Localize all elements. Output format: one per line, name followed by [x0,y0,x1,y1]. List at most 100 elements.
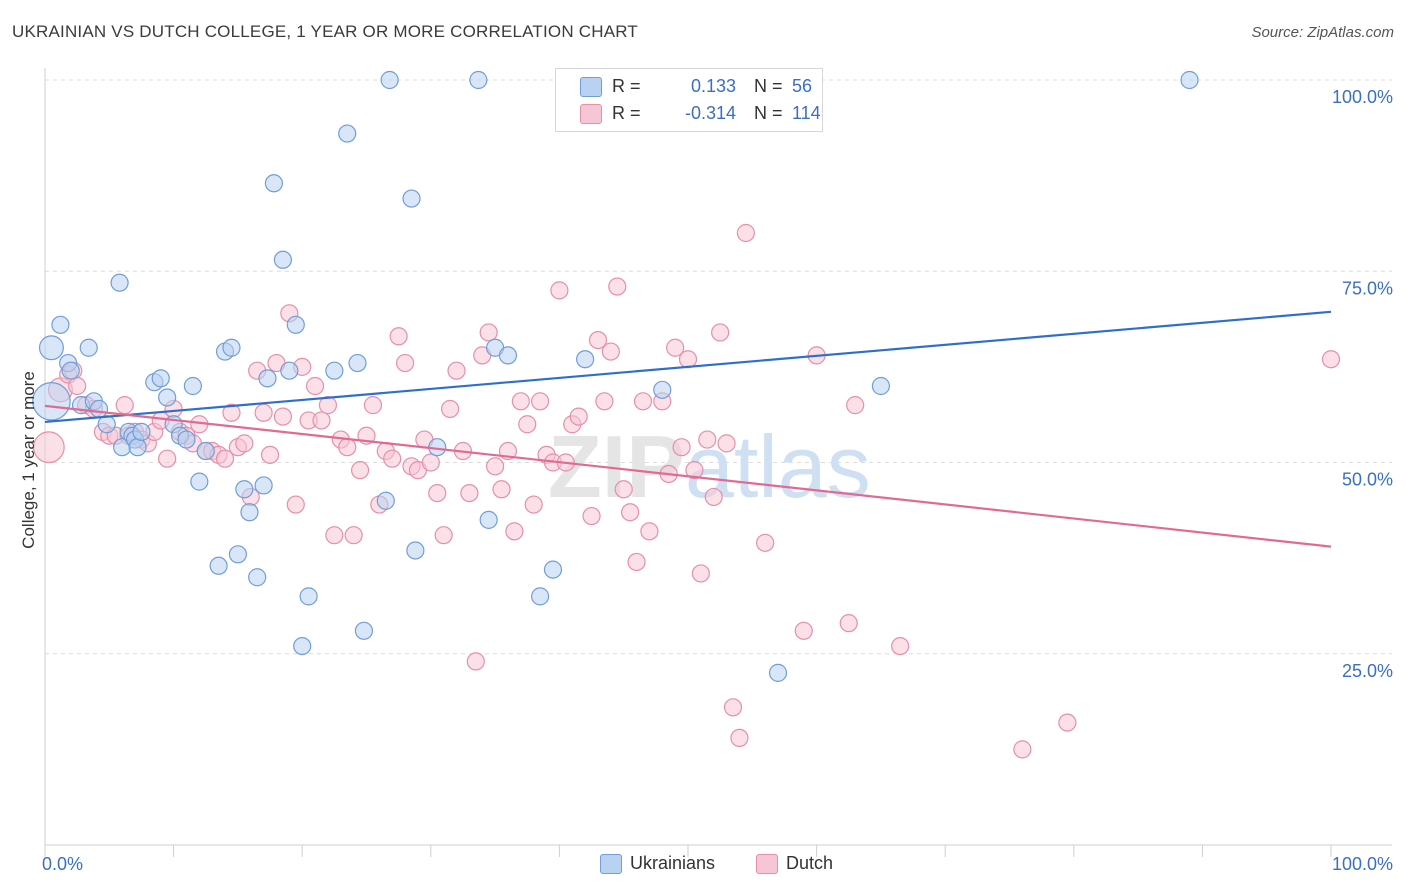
y-tick-label: 100.0% [1332,87,1393,107]
chart-source: Source: ZipAtlas.com [1251,24,1394,41]
legend-swatch-blue [580,77,602,97]
dutch-point [505,522,524,541]
dutch-point [736,223,755,243]
dutch-point [466,652,485,671]
dutch-point [421,453,440,472]
dutch-point [698,430,717,449]
dutch-point [846,396,865,415]
dutch-point [640,522,659,541]
ukrainian-point [222,338,241,357]
ukrainian-point [264,174,284,193]
ukrainian-point [183,376,202,396]
ukrainian-point [469,70,488,90]
dutch-point [518,415,537,434]
dutch-point [338,438,357,457]
ukrainian-point [280,361,299,380]
dutch-point [447,361,466,380]
ukrainian-trend-line [44,310,1332,424]
dutch-point [273,407,293,426]
ukrainian-point [97,415,116,434]
dutch-point [312,411,331,430]
dutch-point [891,636,910,656]
legend-n-label: N = [754,76,783,96]
ukrainian-point [228,545,247,564]
y-tick-labels: 100.0% 75.0% 50.0% 25.0% [1332,87,1393,681]
ukrainian-point [273,250,293,269]
ukrainian-point [158,388,177,407]
dutch-point [68,376,87,396]
ukrainian-point [89,399,109,419]
ukrainian-point [376,491,395,510]
dutch-point [756,533,775,552]
dutch-point [460,484,479,503]
dutch-point [588,331,608,350]
legend-n-label: N = [754,103,783,123]
ukrainian-point [325,361,344,380]
ukrainian-point [531,587,550,606]
dutch-point [531,392,550,411]
legend-r-value: 0.133 [690,76,736,96]
ukrainian-point [38,335,64,361]
dutch-point [440,399,460,419]
ukrainian-point [61,361,80,380]
dutch-point [691,564,710,583]
ukrainian-point [190,472,209,491]
ukrainian-point [380,70,399,90]
ukrainian-point [354,621,374,640]
dutch-point [614,480,633,499]
ukrainian-point [254,476,273,495]
ukrainian-point [177,430,196,449]
correlation-legend: R = 0.133 N = 56 R = -0.314 N = 114 [555,68,823,132]
dutch-point [286,495,305,514]
ukrainian-point [286,315,305,334]
x-tick-labels: 0.0% 100.0% [42,854,1393,874]
dutch-point [305,376,325,396]
legend-swatch-blue [600,854,622,874]
dutch-point [511,392,530,411]
ukrainian-point [209,556,228,575]
ukrainian-point [110,273,129,292]
dutch-point [1321,350,1341,369]
dutch-point [434,526,453,545]
trend-lines [44,310,1332,548]
dutch-point [115,396,134,415]
dutch-point [395,353,415,373]
dutch-point [1013,740,1032,759]
dutch-point [325,526,344,545]
dutch-point [235,434,254,453]
ukrainian-point [258,369,277,388]
ukrainian-point [1180,70,1199,90]
y-tick-label: 50.0% [1342,470,1393,490]
dutch-point [260,445,280,464]
dutch-point [363,396,383,415]
ukrainian-point [293,636,312,656]
dutch-point [550,281,569,300]
ukrainian-point [402,189,421,208]
ukrainian-point [240,503,259,522]
x-tick-label: 100.0% [1332,854,1393,874]
legend-r-label: R = [612,103,641,123]
ukrainian-point [248,568,267,587]
ukrainian-point [543,560,563,579]
ukrainian-point [406,541,425,560]
dutch-point [717,434,736,453]
dutch-point [595,392,614,411]
dutch-point [389,327,408,346]
dutch-point [723,698,743,717]
dutch-point [839,614,858,633]
ukrainian-point [768,663,788,682]
dutch-point [479,323,498,342]
ukrainian-point [128,438,147,457]
ukrainian-point [498,346,518,365]
dutch-point [704,487,723,507]
dutch-point [486,457,505,476]
dutch-point [601,342,620,361]
ukrainian-point [338,124,357,143]
dutch-point [428,484,447,503]
dutch-point [254,403,273,422]
dutch-point [344,526,363,545]
grid-lines [45,79,1392,655]
dutch-point [608,277,627,296]
dutch-point [582,506,601,526]
y-tick-label: 25.0% [1342,661,1393,681]
